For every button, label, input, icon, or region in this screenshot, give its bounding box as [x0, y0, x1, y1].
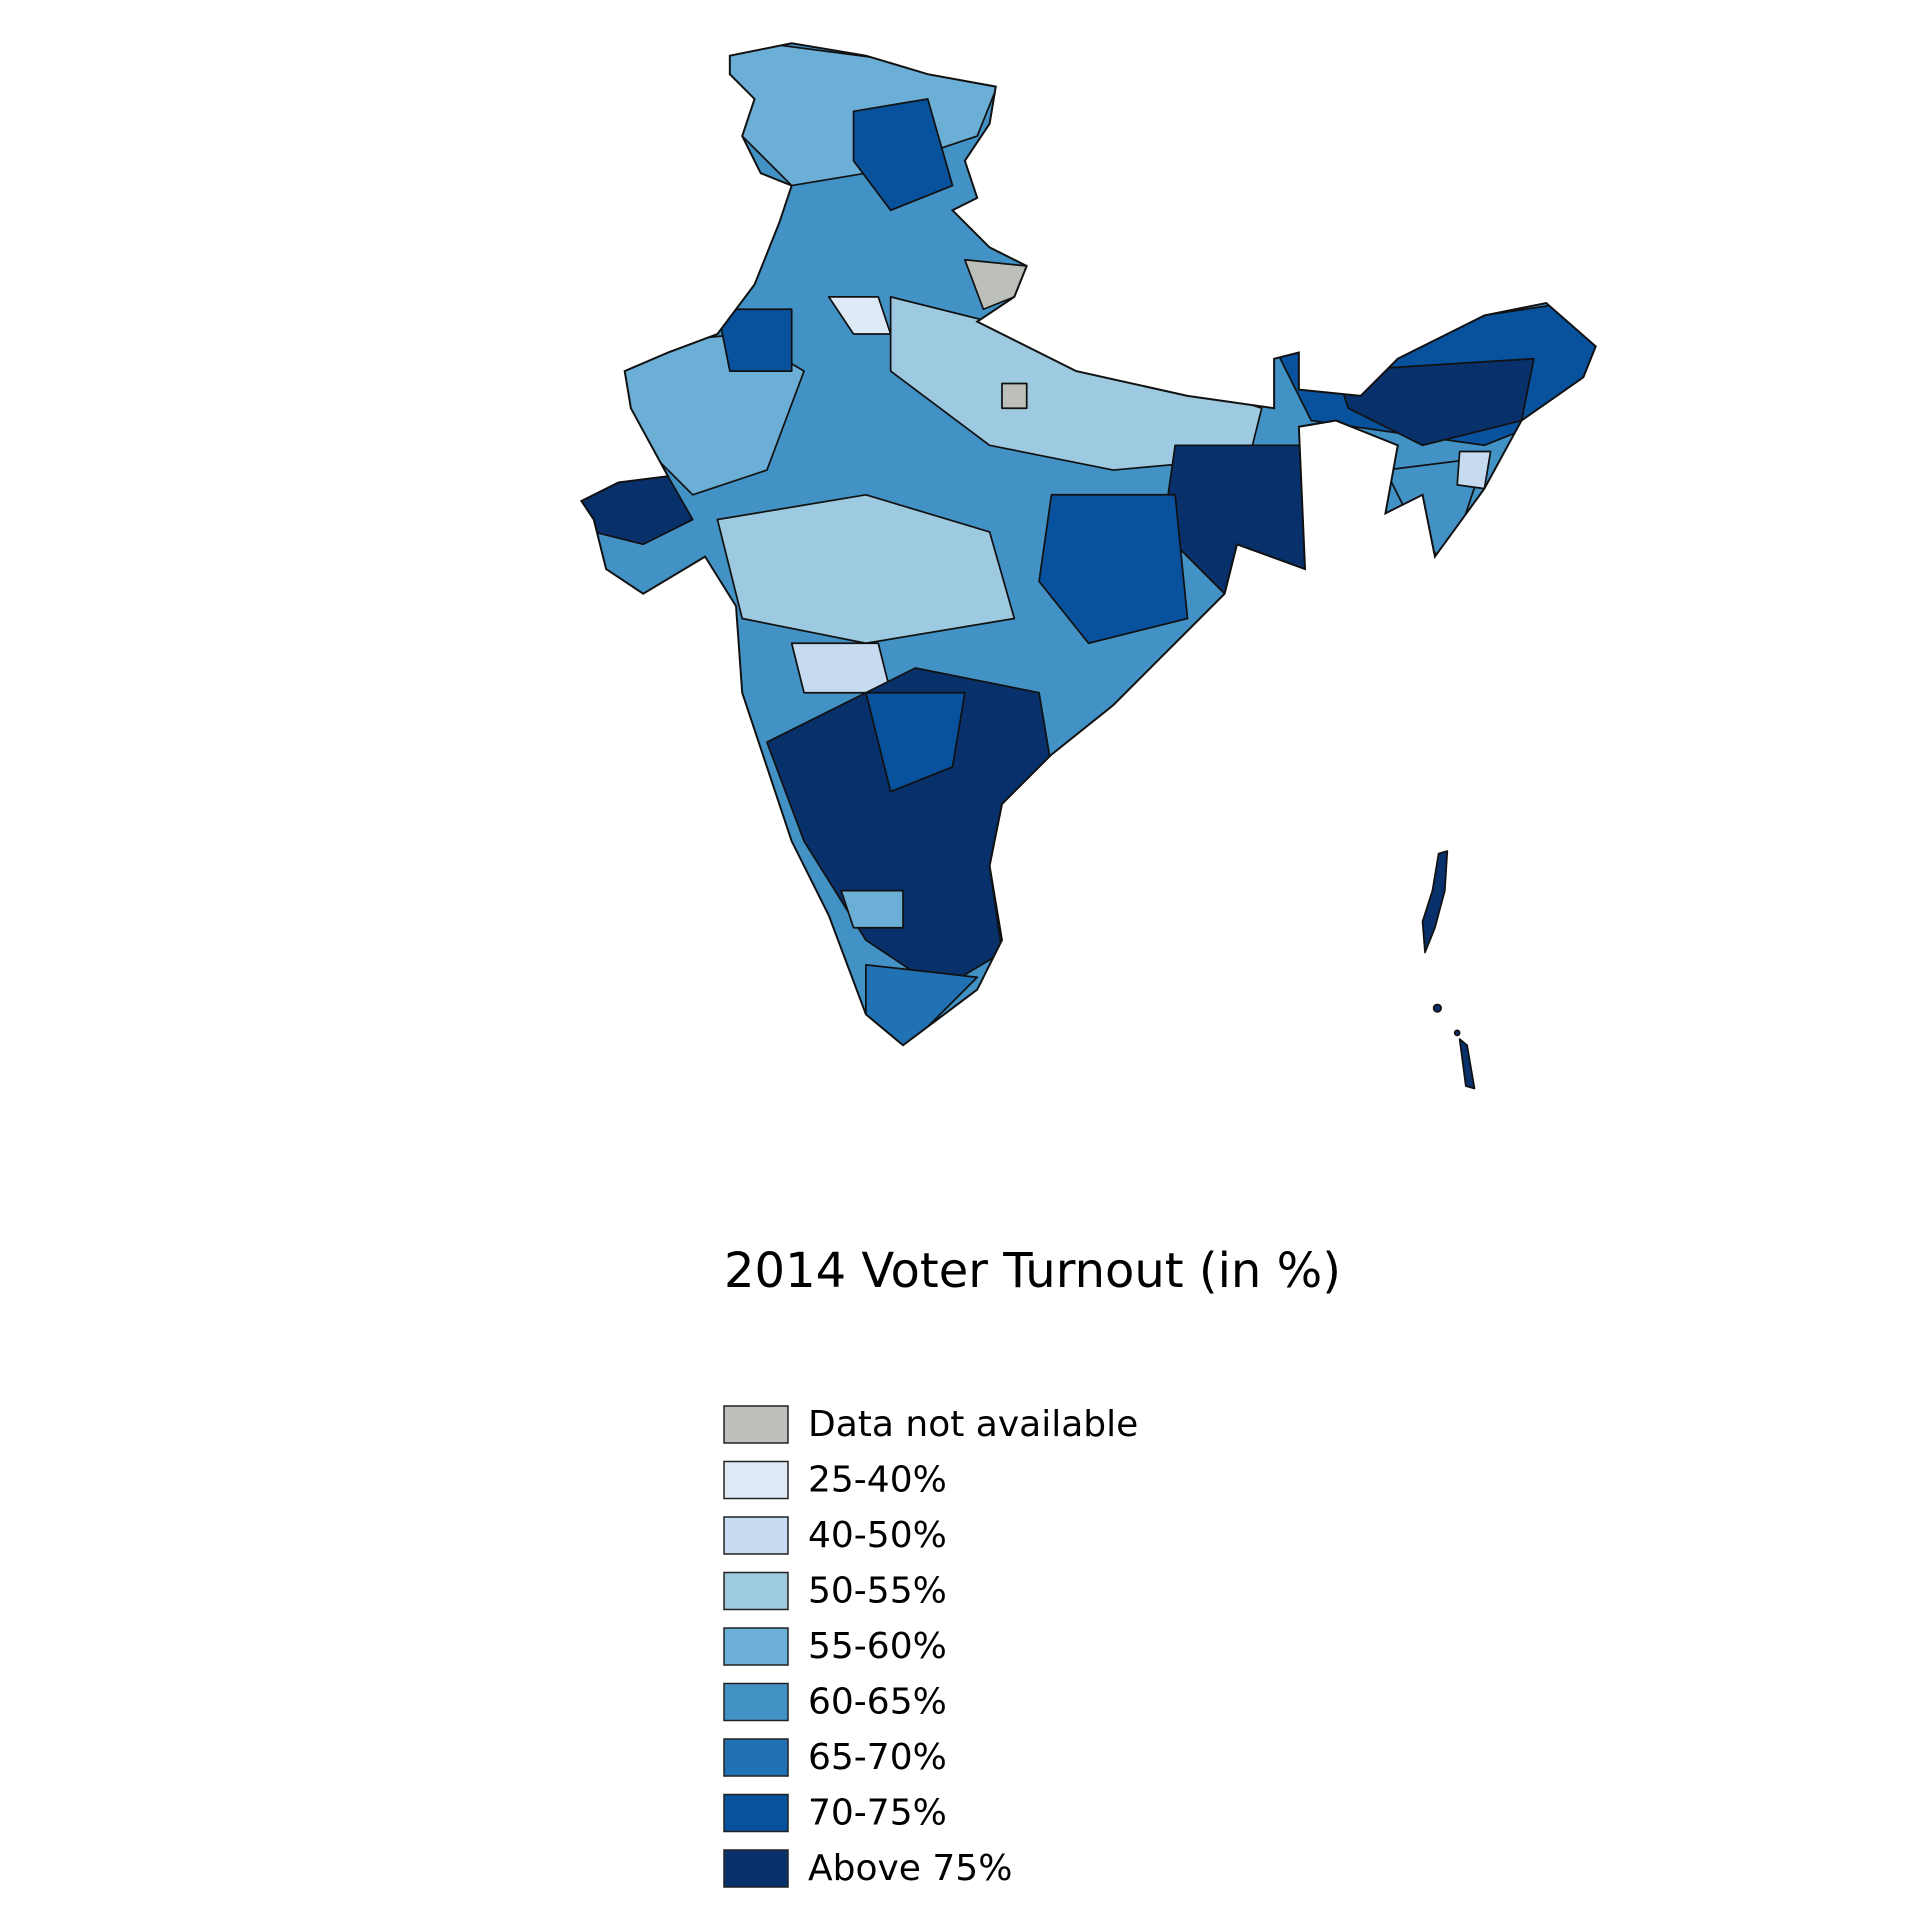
legend-label: Above 75%: [808, 1848, 1012, 1889]
legend-label: 40-50%: [808, 1515, 947, 1556]
legend-label: 65-70%: [808, 1737, 947, 1778]
district-region: [865, 691, 966, 793]
legend-swatch: [723, 1516, 789, 1555]
legend-swatch: [723, 1849, 789, 1888]
district-region: [827, 296, 892, 335]
map-regions: [581, 43, 1596, 1046]
legend-swatch: [723, 1460, 789, 1500]
legend-swatch: [723, 1405, 789, 1444]
district-region: [840, 889, 904, 929]
island: [1453, 1029, 1461, 1037]
district-region: [1335, 357, 1535, 447]
district-region: [790, 642, 892, 694]
district-region: [852, 98, 954, 212]
district-region: [716, 308, 793, 372]
district-region: [766, 667, 1053, 991]
legend-swatch: [723, 1793, 789, 1833]
district-region: [716, 493, 1016, 645]
legend-swatch: [723, 1571, 789, 1611]
district-region: [1456, 450, 1492, 490]
legend-swatch: [723, 1627, 789, 1666]
island: [1432, 1003, 1442, 1013]
map: [580, 42, 1597, 1090]
legend-label: 50-55%: [808, 1571, 947, 1612]
legend-title: 2014 Voter Turnout (in %): [724, 1243, 1341, 1299]
legend-label: Data not available: [808, 1404, 1138, 1445]
legend-label: 55-60%: [808, 1626, 947, 1667]
legend-swatch: [723, 1682, 789, 1722]
legend-label: 70-75%: [808, 1793, 947, 1834]
district-region: [1001, 382, 1028, 410]
district-region: [1038, 493, 1189, 645]
islands: [1421, 850, 1476, 1090]
legend: Data not available 25-40% 40-50% 50-55% 55-6…: [723, 1404, 1138, 1889]
island: [1421, 850, 1449, 954]
district-region: [865, 963, 979, 1046]
legend-label: 25-40%: [808, 1460, 947, 1501]
island: [1458, 1038, 1476, 1090]
legend-swatch: [723, 1738, 789, 1777]
legend-label: 60-65%: [808, 1682, 947, 1723]
